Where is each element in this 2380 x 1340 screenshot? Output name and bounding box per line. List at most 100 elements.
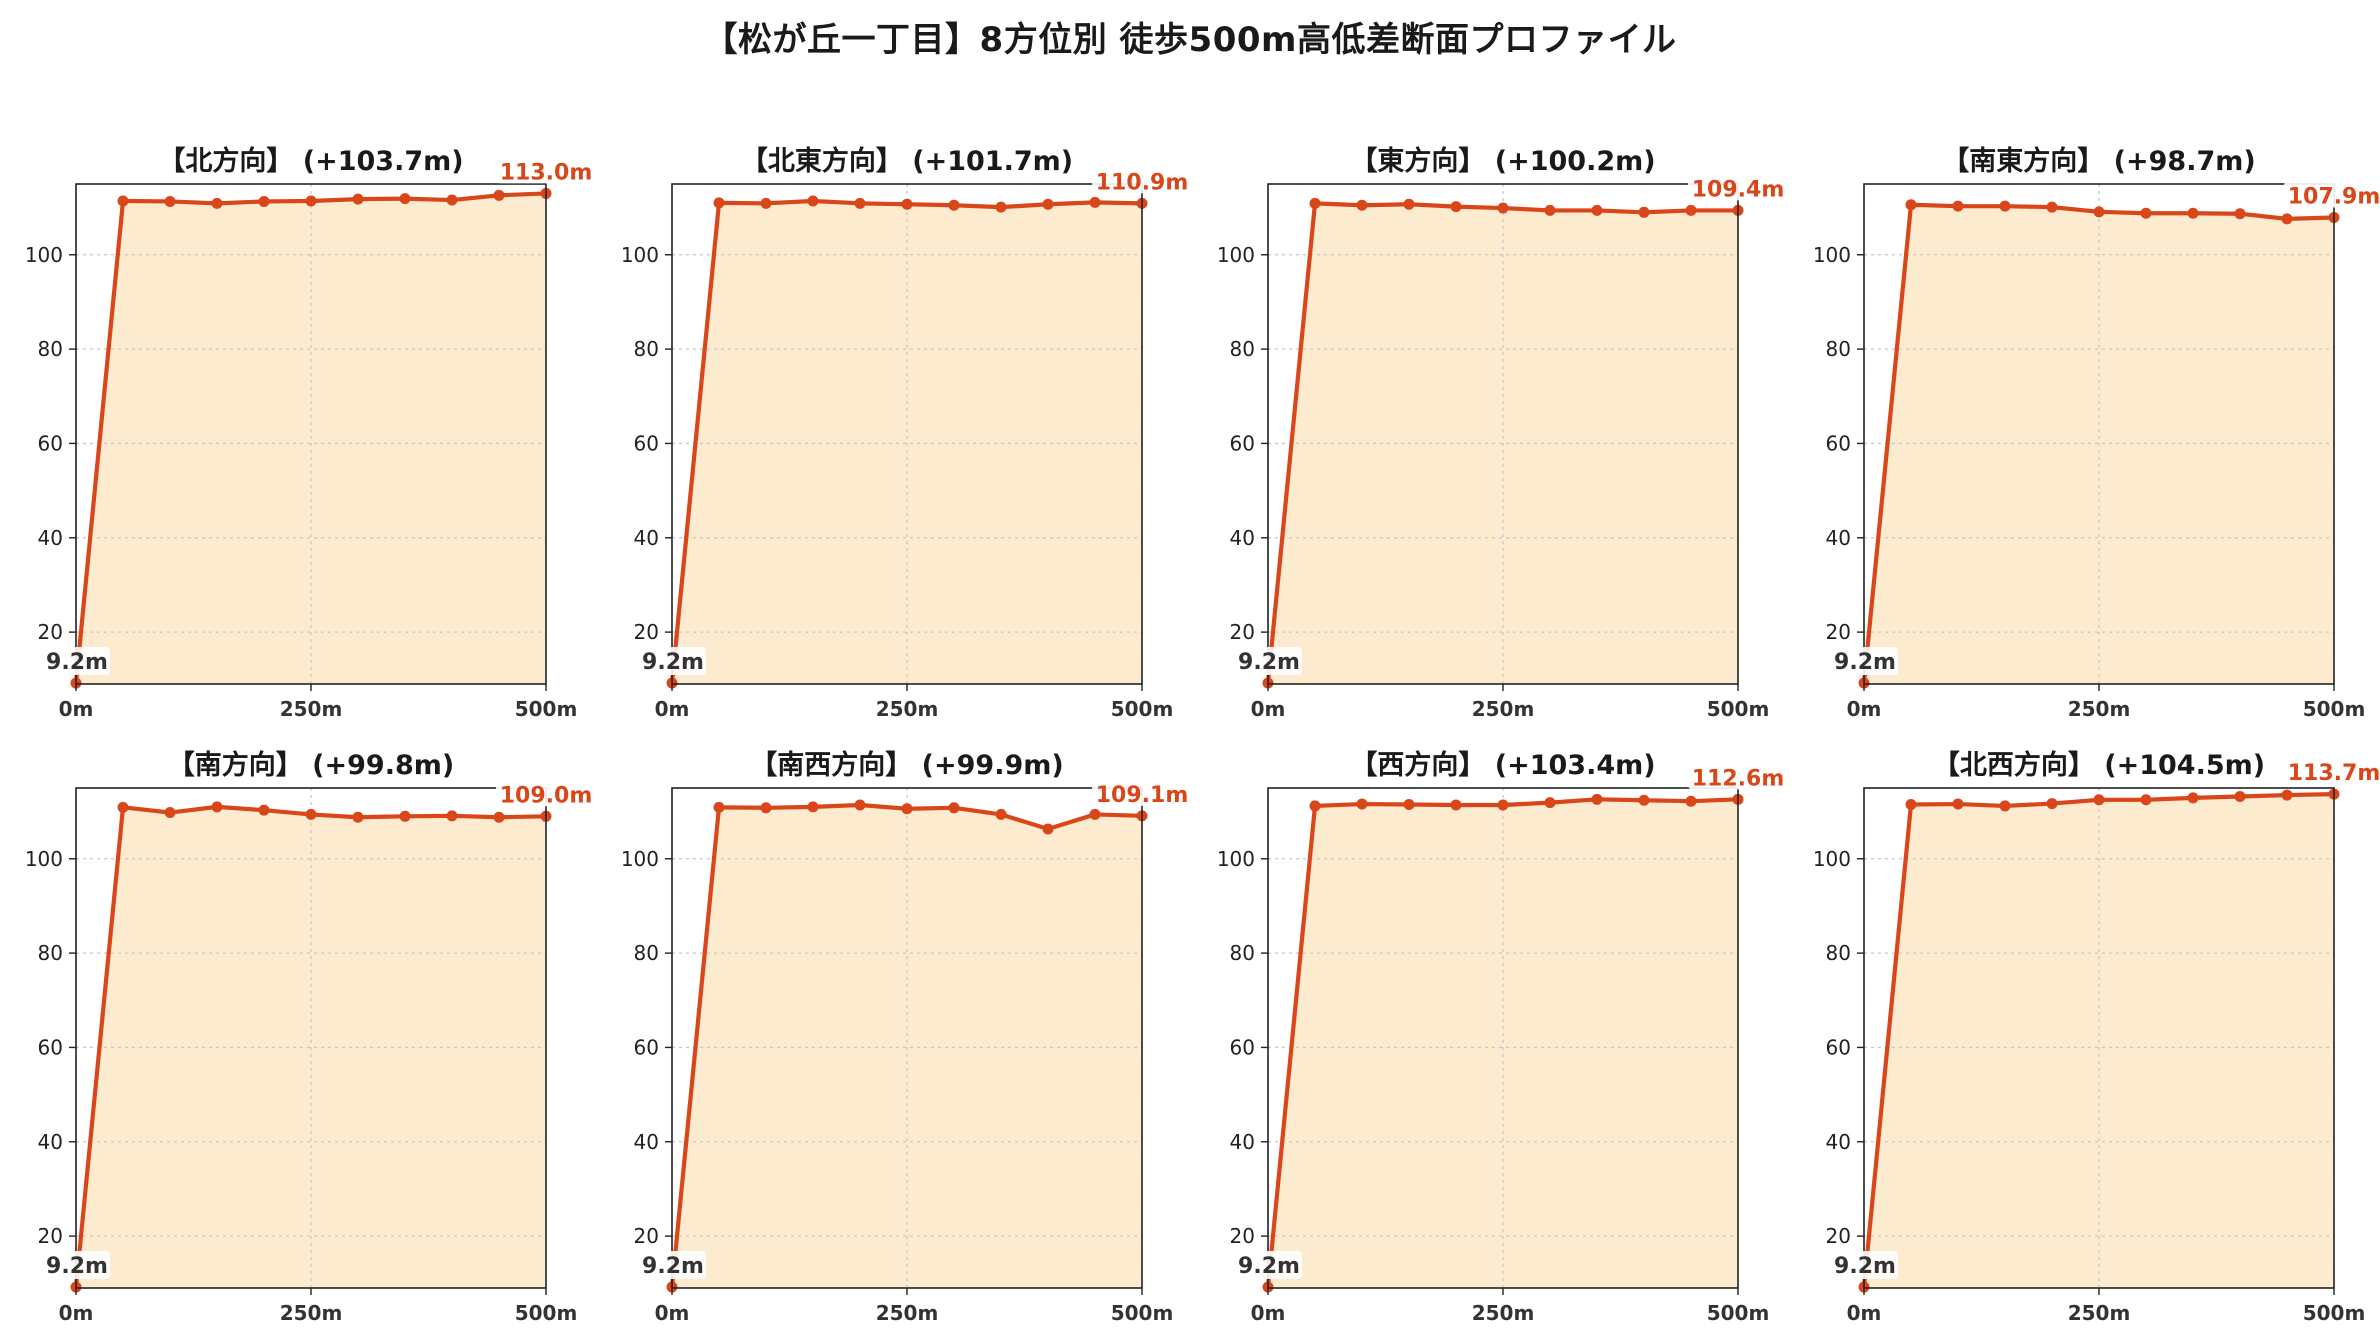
x-tick-label: 0m [1251, 697, 1286, 721]
panel-title: 【北方向】 (+103.7m) [158, 145, 463, 177]
panel-title: 【南東方向】 (+98.7m) [1942, 145, 2255, 177]
x-tick-label: 500m [2303, 697, 2366, 721]
x-tick-label: 0m [1251, 1301, 1286, 1325]
y-tick-label: 40 [634, 1130, 659, 1154]
y-tick-label: 40 [634, 526, 659, 550]
y-tick-label: 100 [1217, 847, 1255, 871]
data-point [2234, 208, 2246, 220]
end-label: 113.0m [500, 160, 593, 185]
end-label-bg [1688, 174, 1784, 201]
data-point [1497, 799, 1509, 811]
start-label-bg [640, 647, 706, 676]
y-tick-label: 20 [1826, 620, 1851, 644]
start-label-bg [1236, 647, 1302, 676]
data-point [258, 195, 270, 207]
data-point [713, 197, 725, 209]
y-tick-label: 80 [634, 941, 659, 965]
y-tick-label: 40 [1230, 526, 1255, 550]
y-tick-label: 20 [38, 620, 63, 644]
y-tick-label: 20 [634, 1224, 659, 1248]
data-point [399, 810, 411, 822]
y-tick-label: 100 [1813, 243, 1851, 267]
data-point [1309, 800, 1321, 812]
x-tick-label: 500m [1111, 697, 1174, 721]
start-label-bg [1832, 647, 1898, 676]
x-tick-label: 500m [515, 697, 578, 721]
y-tick-label: 100 [621, 847, 659, 871]
y-tick-label: 80 [1230, 337, 1255, 361]
data-point [446, 810, 458, 822]
data-point [164, 807, 176, 819]
data-point [760, 197, 772, 209]
end-label: 112.6m [1692, 766, 1785, 791]
data-point [258, 804, 270, 816]
x-tick-label: 250m [1472, 697, 1535, 721]
x-tick-label: 500m [1707, 1301, 1770, 1325]
end-label: 109.4m [1692, 177, 1785, 202]
data-point [1685, 204, 1697, 216]
panel-title: 【東方向】 (+100.2m) [1350, 145, 1655, 177]
data-point [901, 198, 913, 210]
y-tick-label: 60 [38, 1035, 63, 1059]
data-point [2187, 792, 2199, 804]
x-tick-label: 250m [876, 1301, 939, 1325]
y-tick-label: 20 [38, 1224, 63, 1248]
data-point [2093, 206, 2105, 218]
data-point [1497, 202, 1509, 214]
data-point [854, 197, 866, 209]
data-point [352, 811, 364, 823]
start-label: 9.2m [46, 1254, 108, 1279]
end-label: 113.7m [2288, 761, 2380, 786]
data-point [2140, 794, 2152, 806]
y-tick-label: 40 [1230, 1130, 1255, 1154]
data-point [1544, 204, 1556, 216]
start-label: 9.2m [1834, 650, 1896, 675]
data-point [1685, 795, 1697, 807]
data-point [1450, 201, 1462, 213]
y-tick-label: 40 [1826, 526, 1851, 550]
data-point [1356, 199, 1368, 211]
data-point [1042, 198, 1054, 210]
y-tick-label: 60 [1826, 1035, 1851, 1059]
y-tick-label: 100 [621, 243, 659, 267]
start-label: 9.2m [1834, 1254, 1896, 1279]
end-label-bg [2284, 181, 2380, 208]
y-tick-label: 20 [1230, 620, 1255, 644]
data-point [995, 808, 1007, 820]
data-point [1309, 197, 1321, 209]
data-point [1089, 808, 1101, 820]
y-tick-label: 100 [25, 847, 63, 871]
end-label: 109.1m [1096, 783, 1189, 808]
y-tick-label: 40 [1826, 1130, 1851, 1154]
data-point [1999, 800, 2011, 812]
y-tick-label: 60 [634, 431, 659, 455]
data-point [399, 193, 411, 205]
start-label-bg [44, 647, 110, 676]
data-point [760, 802, 772, 814]
data-point [211, 801, 223, 813]
end-label-bg [1092, 779, 1188, 806]
y-tick-label: 40 [38, 526, 63, 550]
data-point [1403, 198, 1415, 210]
data-point [1905, 799, 1917, 811]
data-point [1356, 798, 1368, 810]
elevation-area [1268, 799, 1738, 1288]
data-point [1544, 797, 1556, 809]
data-point [2046, 798, 2058, 810]
y-tick-label: 60 [38, 431, 63, 455]
start-label-bg [1236, 1251, 1302, 1280]
y-tick-label: 80 [1826, 941, 1851, 965]
data-point [446, 194, 458, 206]
start-label: 9.2m [1238, 1254, 1300, 1279]
y-tick-label: 80 [38, 941, 63, 965]
data-point [901, 803, 913, 815]
figure-title: 【松が丘一丁目】8方位別 徒歩500m高低差断面プロファイル [703, 20, 1677, 60]
y-tick-label: 100 [1813, 847, 1851, 871]
data-point [1952, 798, 1964, 810]
data-point [1638, 206, 1650, 218]
data-point [854, 799, 866, 811]
